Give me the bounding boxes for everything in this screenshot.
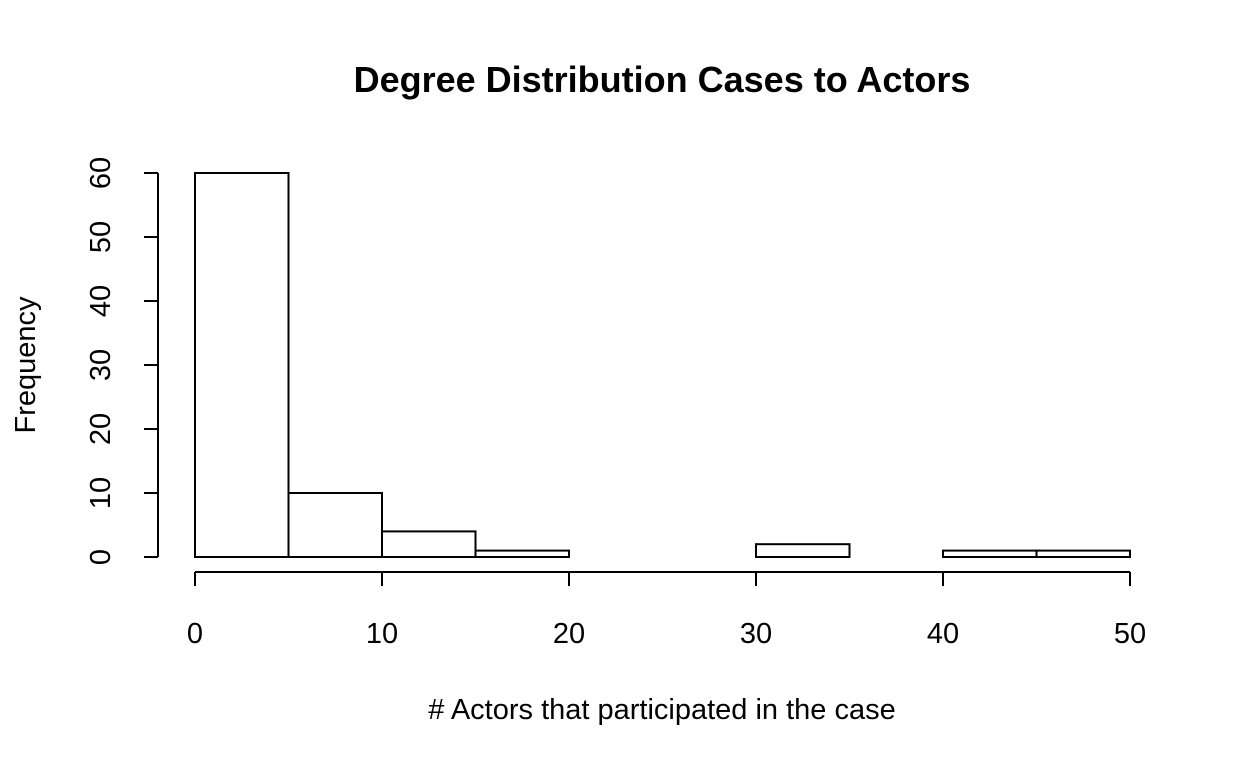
x-axis: 0 10 20 30 40 50 [187, 571, 1146, 650]
x-axis-ticks: 0 10 20 30 40 50 [187, 572, 1146, 650]
x-tick-label-10: 10 [366, 618, 398, 650]
y-tick-label-50: 50 [85, 221, 117, 253]
histogram-bar-40-45 [942, 549, 1038, 558]
y-axis: 0 10 20 30 40 50 60 [85, 157, 159, 565]
histogram-bar-5-10 [287, 492, 383, 558]
x-tick-label-50: 50 [1114, 618, 1146, 650]
histogram-bars [194, 172, 1131, 559]
histogram-bar-30-35 [755, 543, 851, 559]
x-tick-label-0: 0 [187, 618, 203, 650]
chart-title: Degree Distribution Cases to Actors [354, 59, 971, 100]
x-tick-label-20: 20 [553, 618, 585, 650]
y-tick-label-60: 60 [85, 157, 117, 189]
y-tick-label-30: 30 [85, 349, 117, 381]
x-axis-label: # Actors that participated in the case [428, 694, 896, 726]
histogram-bar-15-20 [474, 549, 570, 558]
histogram-bar-0-5 [194, 172, 290, 558]
y-axis-ticks: 0 10 20 30 40 50 60 [85, 157, 158, 565]
x-tick-label-40: 40 [927, 618, 959, 650]
y-tick-label-10: 10 [85, 477, 117, 509]
y-axis-label: Frequency [10, 296, 42, 434]
y-tick-label-40: 40 [85, 285, 117, 317]
y-tick-label-20: 20 [85, 413, 117, 445]
histogram-bar-45-50 [1035, 549, 1131, 558]
y-tick-label-0: 0 [85, 549, 117, 565]
histogram-bar-10-15 [381, 530, 477, 559]
x-tick-label-30: 30 [740, 618, 772, 650]
